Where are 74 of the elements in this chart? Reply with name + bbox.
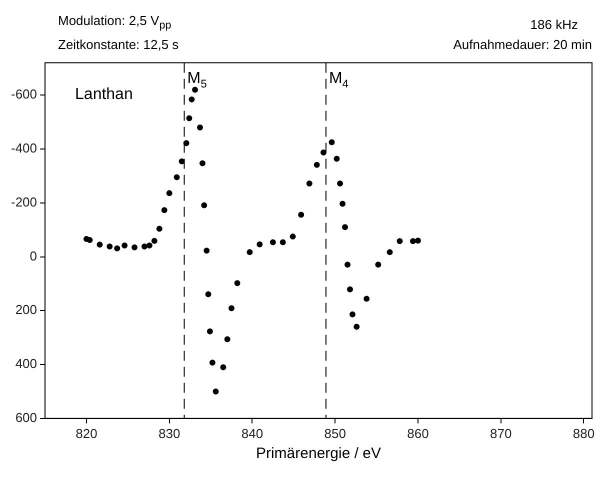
point	[270, 239, 276, 246]
point	[320, 150, 326, 156]
point	[396, 238, 403, 244]
point	[354, 324, 360, 330]
point	[166, 190, 172, 196]
point	[280, 239, 286, 246]
x-tick-label: 870	[490, 426, 512, 441]
text: Aufnahmedauer: 20 min	[453, 37, 592, 52]
point	[151, 238, 158, 244]
point	[349, 311, 356, 318]
y-tick-label: -200	[10, 194, 38, 210]
point	[410, 238, 416, 244]
y-tick-label: 200	[15, 302, 38, 318]
point	[314, 162, 320, 168]
y-tick-label: 600	[15, 410, 38, 425]
y-tick-label: -600	[10, 86, 38, 102]
point	[156, 226, 162, 232]
y-tick-label: -400	[10, 140, 38, 156]
point	[201, 202, 208, 208]
point	[364, 296, 370, 302]
point	[306, 180, 312, 186]
point	[337, 180, 344, 186]
point	[86, 237, 93, 244]
point	[183, 140, 190, 146]
x-tick-label: 820	[76, 426, 98, 441]
point	[204, 248, 210, 254]
point	[96, 242, 103, 248]
text: Zeitkonstante: 12,5 s	[58, 37, 179, 52]
point	[334, 156, 340, 162]
x-tick-label: 860	[407, 426, 429, 441]
point	[228, 305, 234, 312]
point	[199, 160, 206, 166]
point	[114, 245, 120, 252]
point	[122, 242, 128, 248]
y-tick-label: 0	[30, 248, 38, 264]
point	[141, 244, 148, 250]
annotation: Lanthan	[75, 86, 133, 103]
point	[256, 241, 263, 248]
x-tick-label: 880	[572, 426, 595, 441]
x-axis-title: Primärenergie / eV	[256, 445, 382, 462]
point	[220, 364, 226, 370]
point	[192, 86, 198, 93]
point	[106, 244, 113, 250]
point	[342, 224, 348, 230]
point	[375, 262, 382, 268]
text: 186 kHz	[530, 17, 579, 32]
point	[298, 212, 304, 218]
point	[328, 139, 335, 146]
point	[161, 207, 168, 214]
point	[206, 328, 213, 334]
point	[344, 262, 351, 268]
point	[132, 244, 138, 250]
point	[234, 280, 240, 286]
text: Modulation: 2,5 V$_{pp}$	[58, 13, 172, 32]
point	[209, 360, 216, 366]
point	[186, 115, 192, 122]
point	[340, 200, 346, 207]
point	[347, 286, 354, 292]
point	[246, 249, 253, 256]
point	[174, 174, 180, 180]
point	[414, 238, 421, 244]
x-tick-label: 850	[324, 426, 346, 441]
point	[224, 336, 230, 342]
x-tick-label: 840	[241, 426, 264, 441]
point	[212, 388, 219, 394]
point	[178, 158, 185, 164]
point	[188, 96, 195, 102]
point	[205, 291, 212, 298]
x-tick-label: 830	[158, 426, 180, 441]
point	[386, 249, 393, 256]
y-tick-label: 400	[15, 356, 38, 372]
point	[196, 124, 203, 130]
point	[146, 242, 152, 248]
point	[290, 234, 296, 240]
